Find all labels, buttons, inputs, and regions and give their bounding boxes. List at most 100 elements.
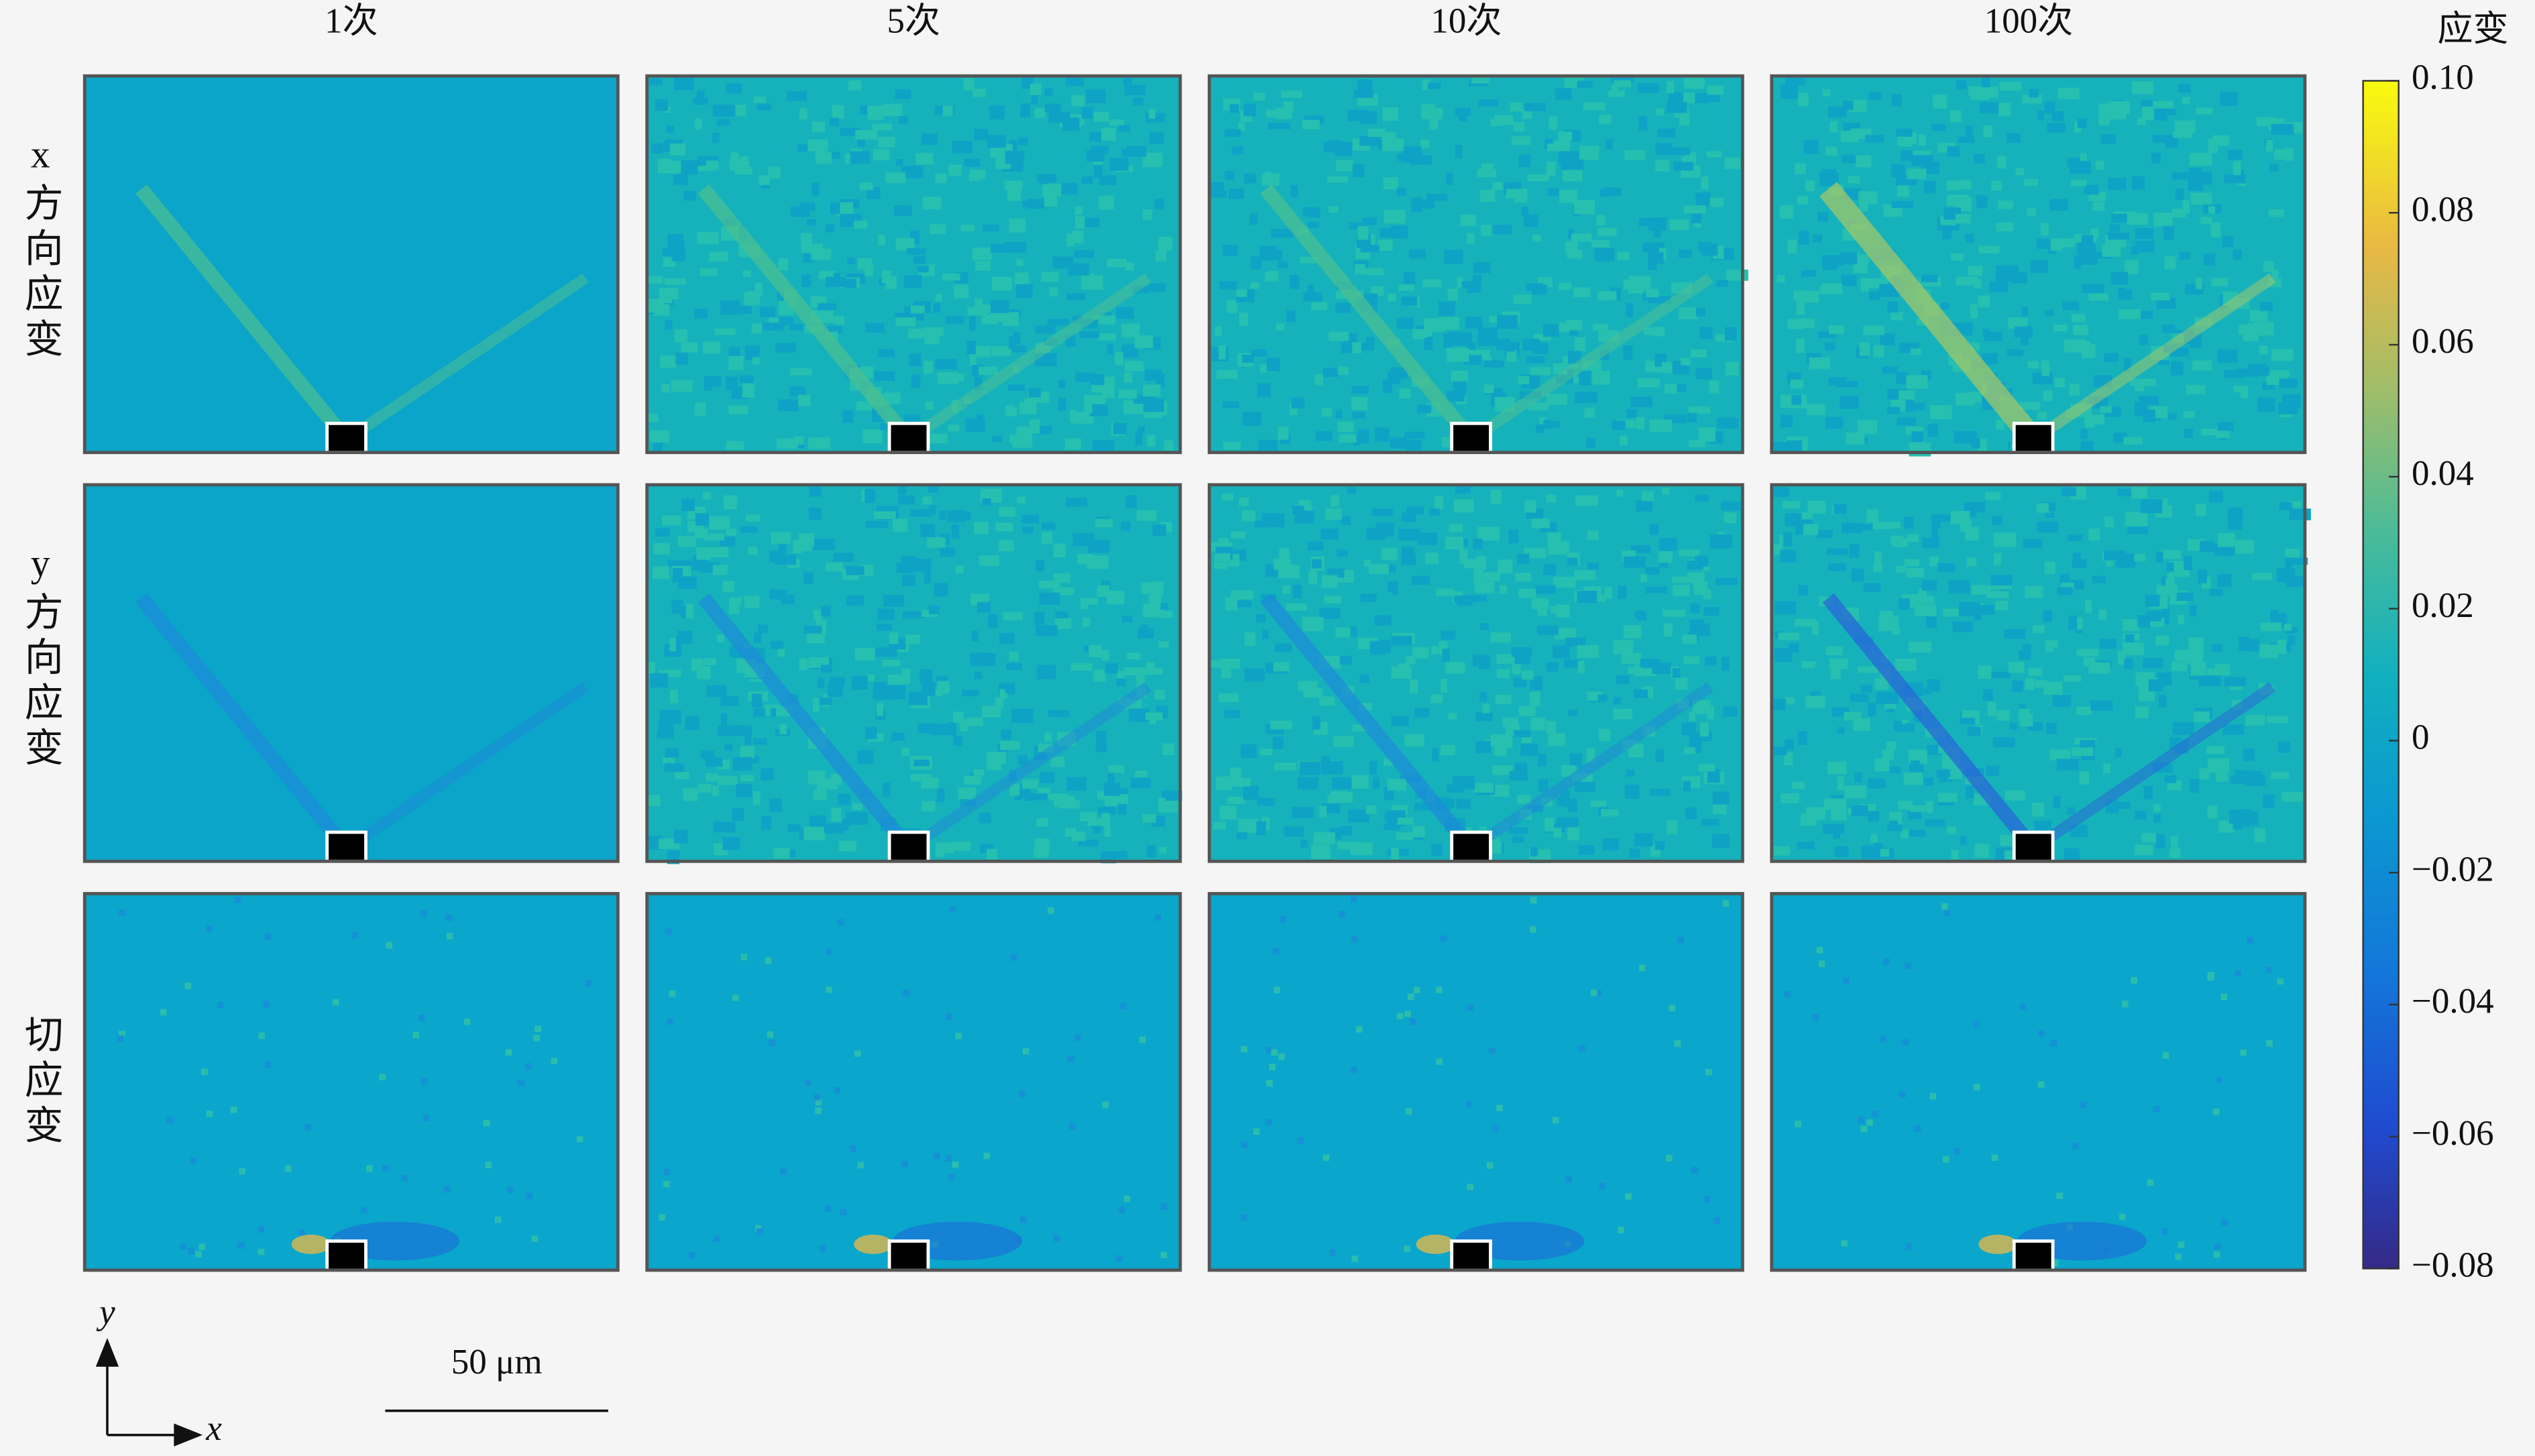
texture [1455, 145, 1463, 159]
texture [1851, 568, 1864, 582]
texture [987, 762, 1002, 771]
texture [1537, 753, 1546, 767]
texture [1125, 262, 1134, 271]
texture [1431, 645, 1439, 655]
texture [1215, 326, 1222, 336]
texture [2162, 1052, 2170, 1059]
texture [1597, 227, 1617, 236]
texture [763, 323, 784, 331]
texture [2088, 293, 2108, 301]
texture [1886, 741, 1896, 750]
texture [1020, 1216, 1027, 1223]
texture [910, 774, 932, 782]
texture [1324, 596, 1342, 604]
texture [239, 1168, 245, 1175]
texture [2104, 516, 2115, 528]
texture [1224, 129, 1241, 137]
texture [1726, 269, 1748, 281]
texture [1404, 734, 1424, 747]
texture [1322, 1154, 1330, 1161]
texture [1107, 590, 1125, 605]
texture [1983, 125, 1992, 137]
texture [2037, 1081, 2045, 1088]
texture [2070, 179, 2087, 186]
texture [1966, 785, 1974, 799]
texture [1465, 342, 1476, 350]
texture [551, 1058, 558, 1064]
texture [2257, 397, 2275, 412]
texture [2270, 370, 2290, 378]
texture [1048, 111, 1070, 123]
texture [1053, 573, 1070, 583]
texture [1351, 775, 1369, 789]
column-title: 1次 [325, 1, 378, 40]
texture [1155, 250, 1167, 262]
texture [1320, 528, 1339, 540]
texture [1044, 103, 1062, 113]
texture [935, 294, 942, 302]
texture [1809, 357, 1831, 370]
texture [2210, 278, 2228, 286]
strain-band [697, 184, 915, 445]
texture [859, 182, 873, 190]
column-title: 100次 [1984, 1, 2074, 40]
texture [753, 96, 767, 103]
texture [1994, 553, 2002, 565]
texture [1398, 528, 1420, 541]
texture [379, 1074, 386, 1080]
texture [1903, 772, 1923, 785]
texture [1238, 819, 1259, 834]
texture [1492, 765, 1513, 775]
texture [1022, 201, 1044, 208]
texture [1350, 342, 1361, 353]
texture [1518, 589, 1536, 598]
texture [1499, 585, 1508, 594]
texture [974, 376, 982, 390]
texture [1492, 182, 1503, 190]
texture [1330, 495, 1339, 507]
texture [1137, 628, 1154, 638]
texture [305, 1123, 312, 1131]
texture [2186, 385, 2206, 394]
texture [1655, 108, 1665, 115]
texture [2231, 775, 2237, 785]
texture [698, 783, 712, 793]
texture [1386, 565, 1396, 573]
texture [650, 673, 669, 688]
texture [1351, 936, 1358, 942]
texture [1264, 272, 1279, 282]
texture [2170, 848, 2181, 858]
notch [2012, 421, 2055, 455]
texture [2186, 649, 2204, 664]
texture [2155, 551, 2163, 563]
texture [1574, 570, 1596, 581]
texture [662, 248, 678, 256]
texture [1496, 1105, 1503, 1111]
texture [1970, 304, 1978, 319]
texture [1903, 516, 1914, 529]
texture [1143, 209, 1153, 220]
texture [258, 1226, 265, 1233]
texture [2208, 139, 2218, 154]
texture [1095, 742, 1107, 752]
texture [745, 345, 760, 360]
strain-map [1770, 483, 2311, 863]
texture [2037, 521, 2059, 533]
texture [1873, 345, 1884, 357]
texture [2127, 213, 2148, 225]
texture [1321, 575, 1338, 588]
texture [1879, 610, 1894, 623]
texture [1916, 318, 1929, 326]
texture [1856, 155, 1872, 168]
texture [1090, 146, 1109, 154]
texture [1009, 336, 1017, 349]
texture [2076, 649, 2099, 657]
texture [770, 640, 784, 649]
texture [1956, 276, 1978, 286]
texture [2122, 619, 2140, 631]
texture [1699, 327, 1713, 339]
texture [1353, 90, 1373, 98]
texture [2100, 406, 2112, 413]
texture [987, 134, 1007, 148]
texture [1300, 256, 1320, 264]
